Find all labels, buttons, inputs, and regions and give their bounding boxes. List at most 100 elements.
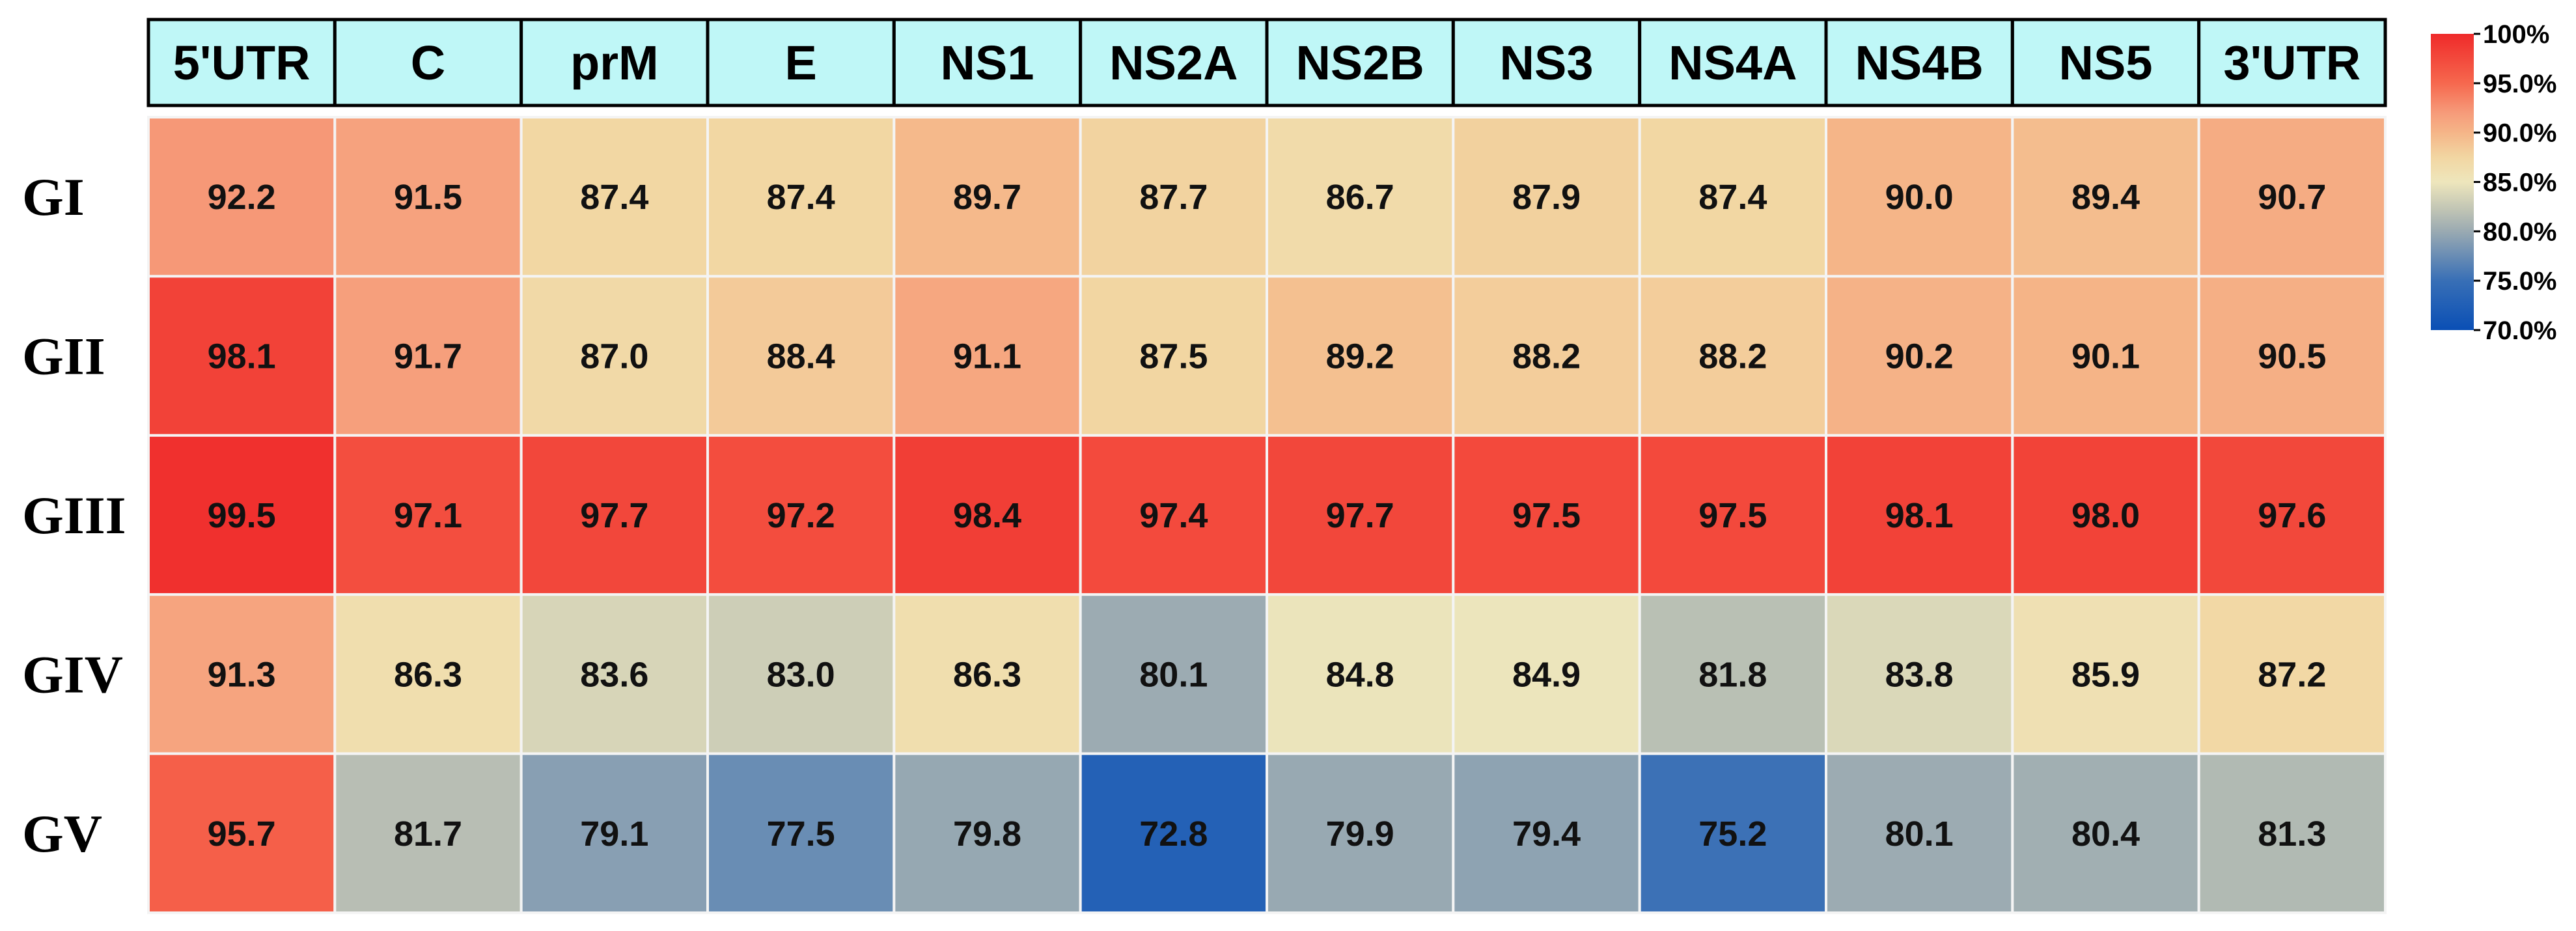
heatmap-cell-fill — [1638, 116, 1828, 278]
heatmap-cell-value: 90.5 — [2258, 337, 2326, 376]
heatmap-cell-value: 90.7 — [2258, 178, 2326, 217]
heatmap-cell: 98.1 — [1825, 434, 2014, 596]
heatmap-cell-fill — [1452, 116, 1641, 278]
heatmap-cell: 89.7 — [893, 116, 1082, 278]
legend-tick-label: 90.0% — [2483, 119, 2556, 148]
heatmap-cell: 79.4 — [1452, 752, 1641, 914]
heatmap-cell: 83.6 — [519, 593, 710, 755]
column-header-label: NS2A — [1109, 36, 1238, 90]
heatmap-cell-value: 79.4 — [1512, 814, 1581, 854]
column-header-label: E — [784, 36, 816, 90]
legend-tick-label: 85.0% — [2483, 169, 2556, 197]
heatmap-cell: 99.5 — [147, 434, 337, 596]
heatmap-cell: 87.4 — [706, 116, 896, 278]
heatmap-cell: 90.0 — [1825, 116, 2014, 278]
heatmap-cell-fill — [1266, 752, 1455, 914]
heatmap-cell-fill — [893, 593, 1082, 755]
heatmap-cell: 79.8 — [893, 752, 1082, 914]
heatmap-cell-value: 89.7 — [953, 178, 1021, 217]
heatmap-cell-fill — [1452, 593, 1641, 755]
column-header-label: prM — [570, 36, 659, 90]
column-header-label: NS2B — [1295, 36, 1424, 90]
column-header-box — [519, 18, 710, 107]
heatmap-cell-value: 97.5 — [1698, 496, 1767, 535]
heatmap-cell-fill — [1825, 434, 2014, 596]
heatmap-cell-value: 80.1 — [1139, 655, 1208, 694]
heatmap-cell-fill — [2197, 752, 2387, 914]
heatmap-cell: 98.0 — [2011, 434, 2200, 596]
legend-tick-label: 80.0% — [2483, 217, 2556, 246]
heatmap-cell-fill — [2197, 434, 2387, 596]
heatmap-cell-value: 97.7 — [580, 496, 648, 535]
heatmap-cell: 85.9 — [2011, 593, 2200, 755]
column-header-box — [1451, 18, 1642, 107]
heatmap-cell: 87.5 — [1079, 275, 1268, 437]
heatmap-cell-fill — [1266, 434, 1455, 596]
heatmap-cell-value: 90.2 — [1885, 337, 1954, 376]
column-header-label: NS5 — [2059, 36, 2153, 90]
heatmap-cell-value: 87.4 — [767, 178, 835, 217]
heatmap-cell: 84.9 — [1452, 593, 1641, 755]
legend-tick-label: 95.0% — [2483, 70, 2556, 98]
heatmap-cell-value: 91.1 — [953, 337, 1021, 376]
heatmap-cell-fill — [147, 275, 337, 437]
heatmap-cell-value: 83.6 — [580, 655, 648, 694]
heatmap-cell-fill — [1638, 752, 1828, 914]
heatmap-cell-fill — [2197, 116, 2387, 278]
heatmap-cell: 79.9 — [1266, 752, 1455, 914]
heatmap-cell-value: 83.8 — [1885, 655, 1954, 694]
heatmap-cell: 98.1 — [147, 275, 337, 437]
row-label: GV — [22, 804, 102, 863]
legend-tick-label: 100% — [2483, 20, 2549, 49]
heatmap-cell-fill — [2011, 593, 2200, 755]
heatmap-cell: 87.7 — [1079, 116, 1268, 278]
heatmap-cell-value: 77.5 — [767, 814, 835, 854]
heatmap-cell-value: 98.1 — [208, 337, 276, 376]
row-label: GII — [22, 327, 105, 386]
heatmap-cell: 88.2 — [1638, 275, 1828, 437]
heatmap-cell: 89.2 — [1266, 275, 1455, 437]
heatmap-cell: 98.4 — [893, 434, 1082, 596]
heatmap-cell-value: 90.1 — [2071, 337, 2140, 376]
heatmap-cell: 80.1 — [1079, 593, 1268, 755]
heatmap-cell-value: 87.0 — [580, 337, 648, 376]
heatmap-cell: 90.7 — [2197, 116, 2387, 278]
heatmap-cell: 91.7 — [333, 275, 523, 437]
heatmap-cell: 90.2 — [1825, 275, 2014, 437]
heatmap-cell-fill — [1079, 116, 1268, 278]
row-label-column: GI GII GIII GIV GV — [22, 167, 126, 863]
heatmap-cell: 87.2 — [2197, 593, 2387, 755]
heatmap-cell-value: 75.2 — [1698, 814, 1767, 854]
column-header-box — [333, 18, 523, 107]
heatmap-cell: 91.5 — [333, 116, 523, 278]
heatmap-cell-fill — [333, 593, 523, 755]
column-header-box — [1824, 18, 2014, 107]
heatmap-cell-value: 87.4 — [580, 178, 648, 217]
heatmap-cell-value: 79.1 — [580, 814, 648, 854]
heatmap-cell: 87.4 — [519, 116, 710, 278]
heatmap-cell: 77.5 — [706, 752, 896, 914]
heatmap-cell-fill — [2197, 275, 2387, 437]
heatmap-cell-value: 88.2 — [1698, 337, 1767, 376]
heatmap-cell-fill — [1079, 434, 1268, 596]
heatmap-cell-fill — [2011, 434, 2200, 596]
heatmap-cell: 87.0 — [519, 275, 710, 437]
heatmap-cell: 81.3 — [2197, 752, 2387, 914]
heatmap-cell: 88.4 — [706, 275, 896, 437]
legend-tick-label: 75.0% — [2483, 267, 2556, 296]
heatmap-cell: 88.2 — [1452, 275, 1641, 437]
heatmap-cell: 87.4 — [1638, 116, 1828, 278]
heatmap-cell-fill — [147, 593, 337, 755]
column-header-box — [2197, 18, 2387, 107]
heatmap-cell: 92.2 — [147, 116, 337, 278]
heatmap-cell-value: 89.4 — [2071, 178, 2140, 217]
heatmap-cell-fill — [147, 434, 337, 596]
heatmap-cell-value: 89.2 — [1326, 337, 1394, 376]
heatmap-cell: 80.4 — [2011, 752, 2200, 914]
heatmap-cell-value: 98.4 — [953, 496, 1021, 535]
heatmap-cell-fill — [1638, 434, 1828, 596]
heatmap-cell-value: 87.9 — [1512, 178, 1581, 217]
heatmap-cell: 97.6 — [2197, 434, 2387, 596]
heatmap-cell: 84.8 — [1266, 593, 1455, 755]
